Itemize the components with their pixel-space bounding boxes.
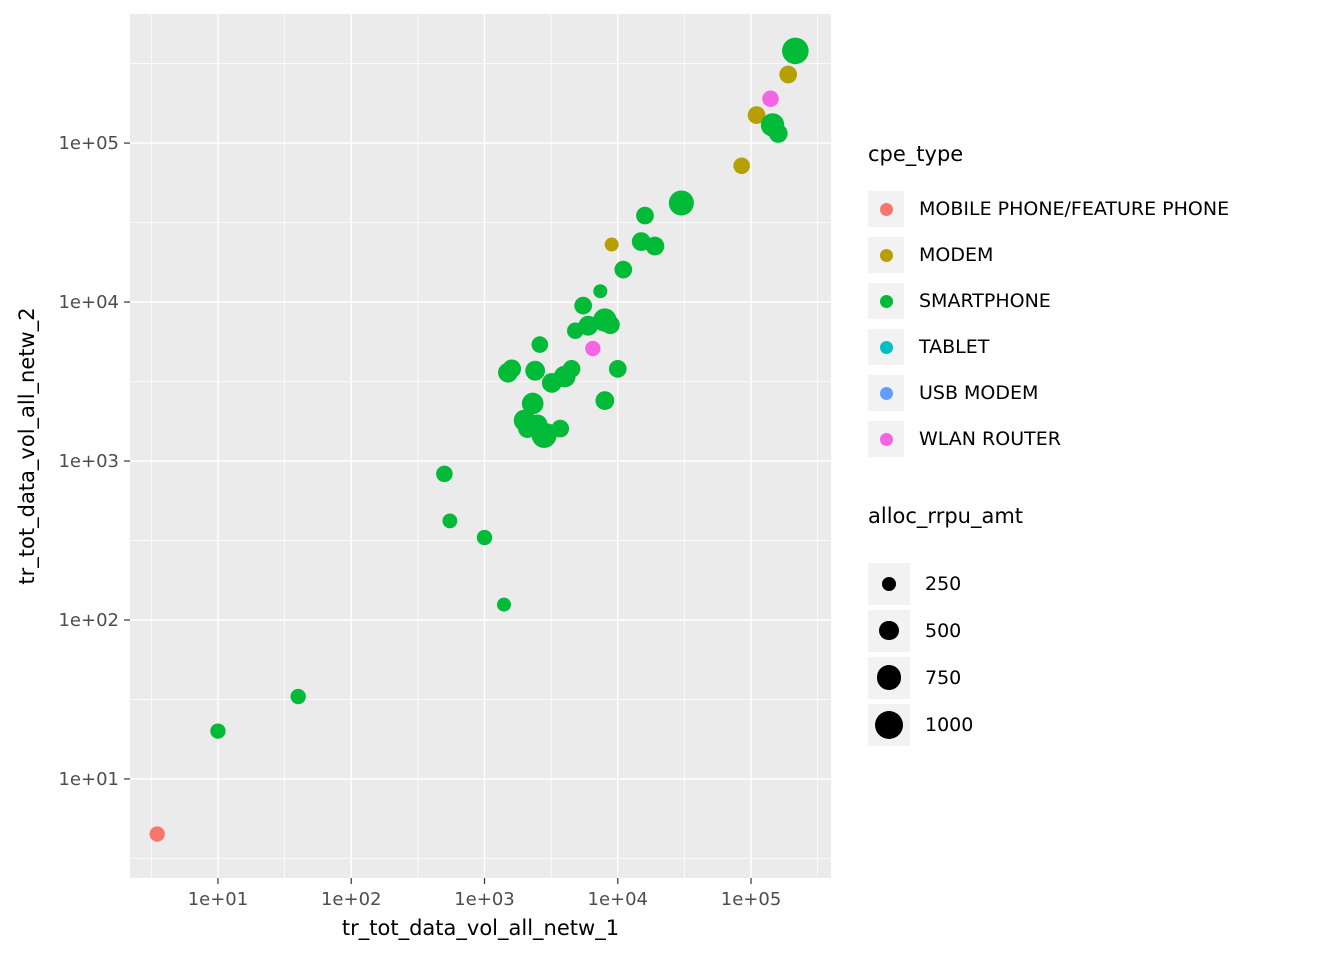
legend-entry-smartphone: SMARTPHONE bbox=[868, 278, 1229, 324]
data-point bbox=[436, 465, 453, 483]
data-point bbox=[636, 206, 654, 225]
x-tick-label: 1e+01 bbox=[188, 889, 249, 910]
data-point bbox=[604, 237, 619, 252]
legend-label: MODEM bbox=[919, 244, 994, 266]
legend-key bbox=[868, 329, 904, 365]
usb-modem-dot-icon bbox=[879, 386, 893, 400]
data-point bbox=[525, 360, 546, 381]
data-point bbox=[531, 336, 549, 353]
data-point bbox=[608, 360, 627, 378]
data-point bbox=[521, 392, 544, 415]
size-legend-entry-750: 750 bbox=[868, 654, 1229, 701]
y-axis-title: tr_tot_data_vol_all_netw_2 bbox=[15, 307, 39, 585]
legend-label: WLAN ROUTER bbox=[919, 428, 1061, 450]
size-legend-entry-250: 250 bbox=[868, 560, 1229, 607]
legend-key bbox=[868, 703, 910, 746]
legend-key bbox=[868, 283, 904, 319]
legend-label: 250 bbox=[925, 572, 962, 595]
data-point bbox=[442, 513, 458, 529]
legend-entry-usb-modem: USB MODEM bbox=[868, 370, 1229, 416]
y-tick-label: 1e+04 bbox=[58, 292, 119, 313]
data-point bbox=[210, 723, 226, 739]
legend-label: 1000 bbox=[925, 713, 974, 736]
legend-key bbox=[868, 421, 904, 457]
size-legend-title: alloc_rrpu_amt bbox=[868, 504, 1024, 528]
data-point bbox=[290, 688, 306, 705]
data-point bbox=[747, 106, 766, 124]
data-point bbox=[779, 65, 798, 84]
size-250-dot-icon bbox=[882, 576, 896, 591]
data-point bbox=[733, 157, 750, 175]
legend-key bbox=[868, 237, 904, 273]
color-legend-title: cpe_type bbox=[868, 142, 964, 166]
data-point bbox=[496, 597, 511, 612]
legend-label: MOBILE PHONE/FEATURE PHONE bbox=[919, 198, 1230, 220]
tablet-dot-icon bbox=[879, 340, 893, 354]
legend-key bbox=[868, 191, 904, 227]
wlan-router-dot-icon bbox=[879, 432, 893, 446]
size-legend-entry-1000: 1000 bbox=[868, 701, 1229, 748]
y-tick-label: 1e+03 bbox=[58, 451, 119, 472]
legend-key bbox=[868, 609, 910, 652]
legend-key bbox=[868, 562, 910, 605]
legend-entry-mobile-phone: MOBILE PHONE/FEATURE PHONE bbox=[868, 186, 1229, 232]
data-point bbox=[578, 315, 599, 336]
data-point bbox=[614, 260, 633, 279]
data-point bbox=[149, 826, 165, 842]
data-point bbox=[574, 296, 593, 315]
size-legend-entry-500: 500 bbox=[868, 607, 1229, 654]
legend-label: USB MODEM bbox=[919, 382, 1039, 404]
plot-panel bbox=[130, 14, 831, 878]
legend-key bbox=[868, 375, 904, 411]
legend-entry-modem: MODEM bbox=[868, 232, 1229, 278]
legend-label: TABLET bbox=[919, 336, 990, 358]
legend: cpe_type MOBILE PHONE/FEATURE PHONE MODE… bbox=[868, 140, 1229, 748]
data-point bbox=[551, 419, 570, 438]
x-tick-label: 1e+05 bbox=[721, 889, 782, 910]
data-point bbox=[600, 315, 620, 335]
legend-label: 750 bbox=[925, 666, 962, 689]
x-tick-label: 1e+02 bbox=[321, 889, 382, 910]
data-point bbox=[476, 529, 493, 546]
data-point bbox=[762, 90, 779, 108]
data-point bbox=[595, 391, 615, 410]
x-axis-title: tr_tot_data_vol_all_netw_1 bbox=[341, 916, 620, 940]
data-point bbox=[645, 236, 665, 256]
data-point bbox=[502, 359, 522, 379]
y-tick-label: 1e+01 bbox=[58, 769, 119, 790]
data-point bbox=[593, 284, 608, 299]
data-point bbox=[768, 124, 788, 143]
data-point bbox=[585, 340, 601, 357]
size-750-dot-icon bbox=[876, 665, 902, 690]
legend-label: SMARTPHONE bbox=[919, 290, 1051, 312]
data-point bbox=[782, 37, 809, 65]
x-tick-label: 1e+04 bbox=[588, 889, 649, 910]
x-tick-label: 1e+03 bbox=[454, 889, 515, 910]
mobile-phone-dot-icon bbox=[879, 202, 893, 216]
legend-key bbox=[868, 656, 910, 699]
y-tick-label: 1e+02 bbox=[58, 610, 119, 631]
smartphone-dot-icon bbox=[879, 294, 893, 308]
size-1000-dot-icon bbox=[875, 710, 903, 739]
data-point bbox=[562, 360, 581, 378]
legend-entry-wlan-router: WLAN ROUTER bbox=[868, 416, 1229, 462]
size-500-dot-icon bbox=[879, 620, 899, 641]
legend-entry-tablet: TABLET bbox=[868, 324, 1229, 370]
modem-dot-icon bbox=[879, 248, 893, 262]
legend-label: 500 bbox=[925, 619, 962, 642]
data-point bbox=[668, 190, 694, 216]
y-tick-label: 1e+05 bbox=[58, 133, 119, 154]
